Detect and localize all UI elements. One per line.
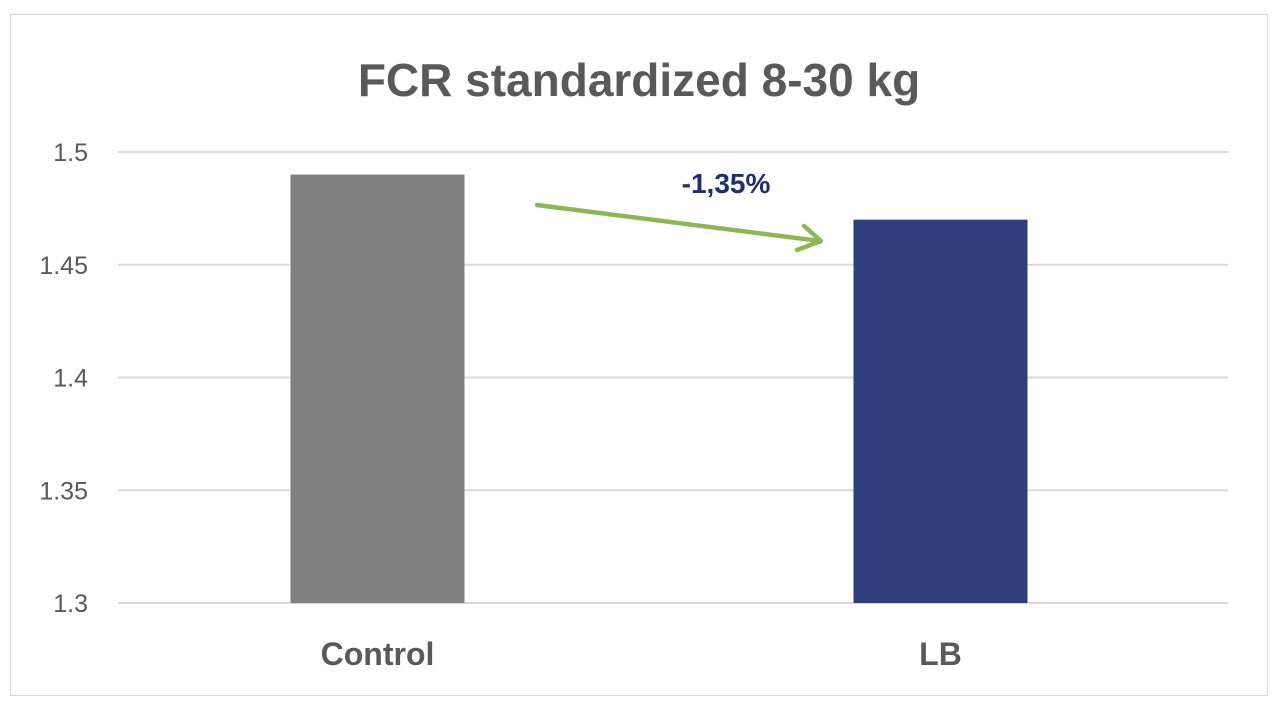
y-axis-ticks: 1.3 1.35 1.4 1.45 1.5 — [39, 139, 88, 618]
y-tick-label: 1.3 — [53, 590, 88, 618]
y-tick-label: 1.35 — [39, 477, 88, 505]
decrease-annotation: -1,35% — [682, 168, 771, 199]
decrease-arrow — [534, 202, 823, 244]
chart-title: FCR standardized 8-30 kg — [358, 54, 920, 106]
y-tick-label: 1.5 — [53, 139, 88, 167]
chart-frame — [10, 14, 1268, 696]
bar-lb — [853, 219, 1028, 603]
annotation: -1,35% — [534, 168, 824, 253]
gridlines — [118, 151, 1228, 604]
y-tick-label: 1.4 — [53, 365, 88, 393]
x-axis-ticks: Control LB — [321, 636, 962, 672]
bar-control — [290, 174, 465, 604]
x-tick-label-lb: LB — [919, 636, 962, 672]
bars — [290, 174, 1028, 604]
x-tick-label-control: Control — [321, 636, 435, 672]
y-tick-label: 1.45 — [39, 252, 88, 280]
decrease-arrow-head — [794, 223, 824, 253]
